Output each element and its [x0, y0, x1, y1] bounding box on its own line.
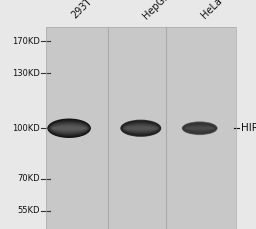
Ellipse shape [182, 122, 217, 135]
Ellipse shape [47, 119, 91, 138]
Ellipse shape [48, 120, 90, 137]
Ellipse shape [52, 125, 87, 131]
Ellipse shape [185, 126, 214, 131]
Bar [46, 27, 236, 229]
Text: 130KD: 130KD [12, 69, 40, 78]
Ellipse shape [125, 127, 156, 130]
Ellipse shape [48, 119, 90, 137]
Ellipse shape [50, 123, 88, 134]
Ellipse shape [123, 124, 158, 133]
Text: 170KD: 170KD [12, 37, 40, 46]
Text: 70KD: 70KD [17, 174, 40, 183]
Ellipse shape [186, 127, 214, 130]
Ellipse shape [185, 126, 214, 130]
Ellipse shape [51, 125, 87, 132]
Ellipse shape [122, 123, 159, 134]
Ellipse shape [124, 125, 158, 131]
Ellipse shape [50, 122, 89, 135]
Ellipse shape [124, 126, 157, 131]
Ellipse shape [184, 124, 216, 132]
Ellipse shape [123, 123, 159, 133]
Ellipse shape [182, 121, 218, 135]
Ellipse shape [184, 125, 215, 132]
Ellipse shape [120, 120, 161, 137]
Ellipse shape [121, 121, 161, 136]
Ellipse shape [49, 120, 90, 136]
Text: HepG2: HepG2 [141, 0, 172, 21]
Text: 55KD: 55KD [17, 206, 40, 215]
Ellipse shape [52, 127, 86, 130]
Ellipse shape [183, 123, 217, 134]
Ellipse shape [122, 121, 160, 135]
Ellipse shape [121, 120, 161, 136]
Ellipse shape [122, 122, 160, 134]
Text: HIRA: HIRA [241, 123, 256, 133]
Ellipse shape [183, 123, 216, 133]
Ellipse shape [185, 125, 215, 131]
Bar [46, 27, 236, 229]
Ellipse shape [183, 122, 217, 134]
Text: 100KD: 100KD [12, 124, 40, 133]
Ellipse shape [184, 124, 216, 133]
Ellipse shape [49, 121, 89, 135]
Text: HeLa: HeLa [200, 0, 224, 21]
Ellipse shape [51, 124, 87, 133]
Ellipse shape [52, 126, 86, 131]
Ellipse shape [124, 125, 158, 132]
Ellipse shape [50, 123, 88, 133]
Text: 293T: 293T [69, 0, 93, 21]
Ellipse shape [125, 126, 157, 130]
